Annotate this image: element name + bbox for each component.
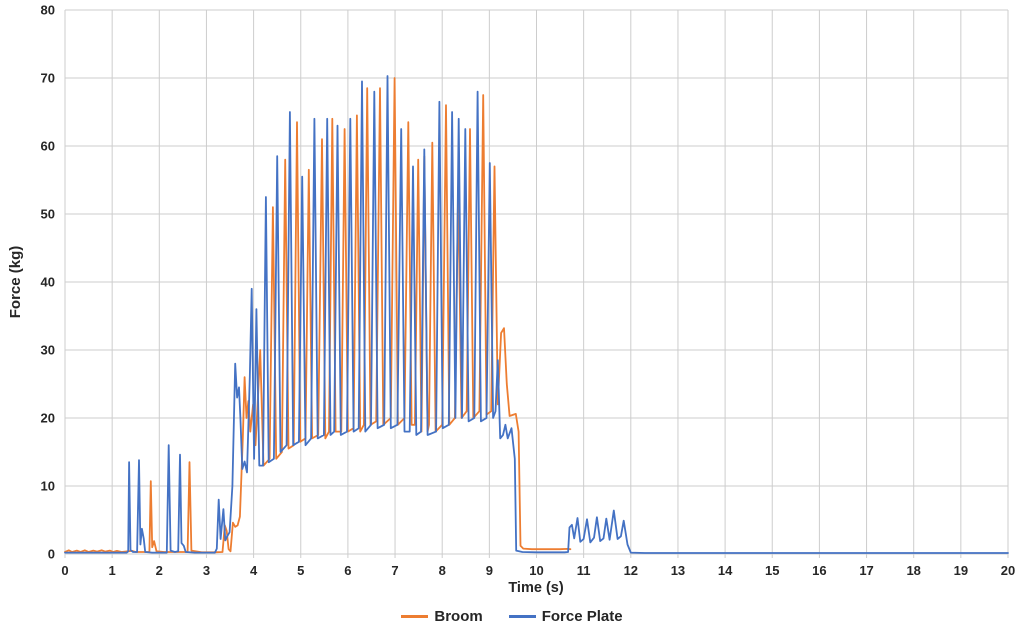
y-tick-label: 30 (41, 343, 55, 358)
y-tick-label: 50 (41, 207, 55, 222)
x-tick-label: 2 (156, 563, 163, 578)
x-tick-label: 16 (812, 563, 826, 578)
x-tick-label: 1 (109, 563, 116, 578)
y-tick-label: 10 (41, 479, 55, 494)
x-tick-label: 11 (577, 563, 591, 578)
legend-label-force-plate: Force Plate (541, 608, 623, 625)
x-tick-label: 8 (439, 563, 446, 578)
x-tick-label: 4 (250, 563, 258, 578)
y-tick-label: 60 (41, 139, 55, 154)
x-tick-label: 12 (624, 563, 638, 578)
y-tick-label: 80 (41, 3, 55, 18)
y-tick-label: 40 (41, 275, 55, 290)
chart-legend: Broom Force Plate (0, 608, 1024, 625)
x-tick-label: 7 (391, 563, 398, 578)
legend-label-broom: Broom (434, 608, 483, 625)
x-tick-label: 18 (906, 563, 920, 578)
x-tick-label: 14 (718, 563, 733, 578)
y-axis-title: Force (kg) (7, 246, 24, 319)
x-tick-label: 19 (954, 563, 968, 578)
x-tick-label: 15 (765, 563, 779, 578)
series-line-broom (64, 77, 572, 554)
tick-labels: 0 1 2 3 4 5 6 7 8 9 10 11 12 13 14 15 16 17 18 19 2001020304… (41, 3, 1016, 579)
x-tick-label: 13 (671, 563, 685, 578)
legend-item-force-plate: Force Plate (508, 608, 623, 625)
data-series (64, 75, 1009, 554)
x-tick-label: 10 (529, 563, 543, 578)
legend-item-broom: Broom (401, 608, 483, 625)
x-tick-label: 9 (486, 563, 493, 578)
x-tick-label: 17 (859, 563, 873, 578)
series-line-force-plate (64, 75, 1009, 554)
force-plate-line-swatch-icon (508, 615, 536, 618)
gridlines (64, 9, 1009, 558)
x-axis-title: Time (s) (508, 580, 564, 596)
x-tick-label: 20 (1001, 563, 1015, 578)
x-tick-label: 3 (203, 563, 210, 578)
y-tick-label: 0 (48, 547, 55, 562)
broom-line-swatch-icon (401, 615, 429, 618)
y-tick-label: 20 (41, 411, 55, 426)
x-tick-label: 6 (344, 563, 351, 578)
x-tick-label: 5 (297, 563, 304, 578)
y-tick-label: 70 (41, 71, 55, 86)
x-tick-label: 0 (61, 563, 68, 578)
